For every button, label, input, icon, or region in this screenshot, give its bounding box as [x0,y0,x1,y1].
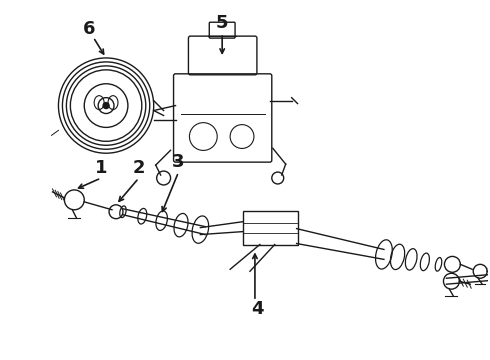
Text: 4: 4 [252,300,264,318]
Circle shape [103,103,109,109]
Text: 3: 3 [172,153,185,171]
Text: 1: 1 [95,159,107,177]
Bar [243,211,297,246]
Text: 6: 6 [83,20,96,38]
Text: 2: 2 [133,159,145,177]
Text: 5: 5 [216,14,228,32]
